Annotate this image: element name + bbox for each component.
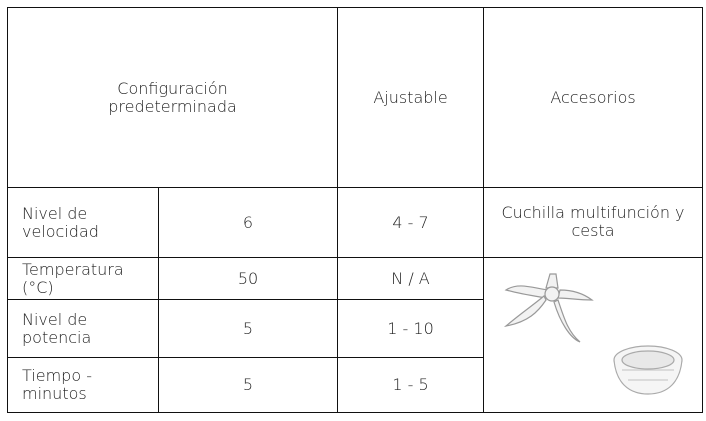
header-cell: Accesorios	[483, 7, 704, 188]
cell: 6	[157, 187, 339, 258]
cell: Nivel de potencia	[7, 299, 159, 358]
cell: 5	[157, 357, 339, 413]
cell: 50	[157, 257, 339, 300]
header-row: Configuración predeterminada Ajustable A…	[6, 7, 704, 188]
row: Temperatura (°C) 50 N / A	[7, 257, 704, 413]
accessories-image	[503, 273, 683, 395]
row: Nivel de potencia 5 1 - 10	[7, 299, 703, 358]
cell: 1 - 5	[337, 357, 485, 413]
cell: Tiempo - minutos	[7, 357, 159, 413]
cell: 4 - 7	[337, 187, 485, 258]
cell: Temperatura (°C)	[7, 257, 159, 300]
cell: 5	[157, 299, 339, 358]
cell: Nivel de velocidad	[7, 187, 159, 258]
cell: 1 - 10	[337, 299, 485, 358]
image-cell	[483, 257, 704, 413]
row: Tiempo - minutos 5 1 - 5	[7, 357, 703, 413]
header-cell: Configuración predeterminada	[6, 7, 339, 188]
blade	[503, 273, 594, 343]
settings-table: Configuración predeterminada Ajustable A…	[6, 7, 704, 413]
header-cell: Ajustable	[337, 7, 485, 188]
basket	[613, 345, 683, 395]
cell: Cuchilla multifunción y cesta	[483, 187, 704, 258]
cell: N / A	[337, 257, 485, 300]
row: Nivel de velocidad 6 4 - 7 Cuchilla mult…	[7, 187, 704, 258]
